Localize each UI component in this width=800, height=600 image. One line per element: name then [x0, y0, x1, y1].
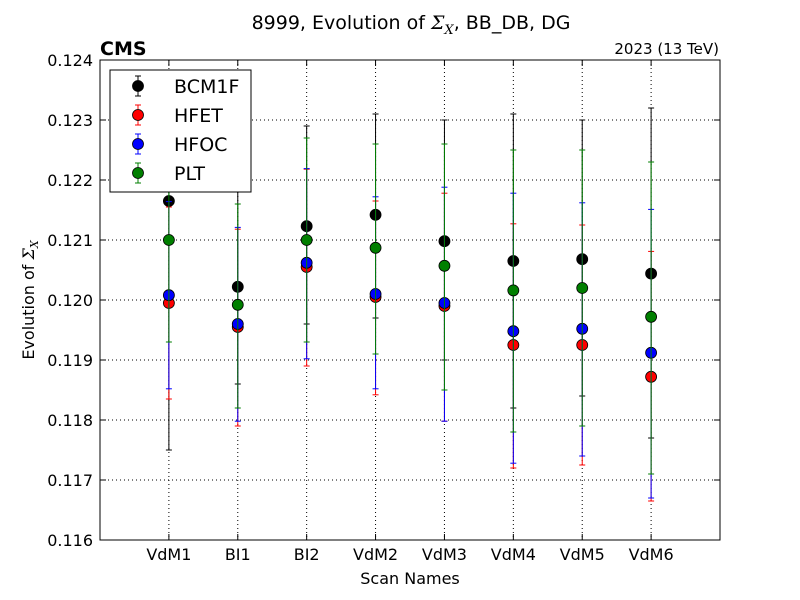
legend-marker	[132, 167, 144, 179]
energy-label: 2023 (13 TeV)	[614, 40, 719, 58]
y-axis-label-prefix: Evolution of	[19, 259, 38, 359]
data-point	[231, 298, 244, 311]
x-tick-label: VdM5	[560, 545, 605, 564]
chart-title: 8999, Evolution of ΣX, BB_DB, DG	[252, 12, 571, 38]
legend-marker	[132, 109, 144, 121]
data-point	[507, 284, 520, 297]
y-tick-label: 0.122	[47, 171, 93, 190]
legend-marker	[132, 80, 144, 92]
x-axis-label: Scan Names	[360, 569, 460, 588]
x-tick-label: VdM2	[353, 545, 398, 564]
y-tick-label: 0.123	[47, 111, 93, 130]
legend-entry-plt: PLT	[132, 162, 205, 185]
y-tick-label: 0.118	[47, 411, 93, 430]
chart-title-symbol: Σ	[430, 12, 445, 34]
y-tick-label: 0.120	[47, 291, 93, 310]
data-point	[438, 259, 451, 272]
y-axis-label-subscript: X	[28, 239, 41, 249]
legend-entry-hfet: HFET	[132, 104, 223, 127]
legend: BCM1F HFET HFOC PLT	[109, 69, 252, 193]
y-axis-label-symbol: Σ	[19, 247, 38, 260]
y-tick-label: 0.117	[47, 471, 93, 490]
chart-title-suffix: , BB_DB, DG	[454, 12, 571, 34]
data-point	[300, 234, 313, 246]
experiment-label: CMS	[100, 38, 147, 60]
legend-label: BCM1F	[174, 76, 239, 98]
x-tick-label: VdM6	[629, 545, 674, 564]
legend-label: HFOC	[174, 134, 227, 156]
legend-label: HFET	[174, 105, 223, 127]
x-tick-label: VdM1	[146, 545, 191, 564]
y-axis-label: Evolution of ΣX	[19, 239, 41, 360]
x-tick-label: BI1	[225, 545, 251, 564]
x-axis-ticks: VdM1 BI1 BI2 VdM2 VdM3 VdM4 VdM5 VdM6	[146, 60, 674, 564]
legend-entry-bcm1f: BCM1F	[132, 75, 239, 98]
legend-entry-hfoc: HFOC	[132, 133, 227, 156]
legend-label: PLT	[174, 163, 205, 185]
legend-marker	[132, 138, 144, 150]
data-point	[162, 234, 175, 246]
y-tick-label: 0.121	[47, 231, 93, 250]
series-plt	[162, 137, 658, 475]
data-point	[369, 241, 382, 254]
x-tick-label: BI2	[294, 545, 320, 564]
plot-frame	[99, 59, 721, 541]
data-point	[645, 310, 658, 323]
chart-title-prefix: 8999, Evolution of	[252, 12, 431, 34]
y-tick-label: 0.116	[47, 531, 93, 550]
y-axis-ticks: 0.116 0.117 0.118 0.119 0.120 0.121 0.122 0.123…	[47, 51, 720, 550]
data-series	[162, 107, 658, 502]
x-tick-label: VdM3	[422, 545, 467, 564]
y-tick-label: 0.119	[47, 351, 93, 370]
x-tick-label: VdM4	[491, 545, 536, 564]
data-point	[576, 282, 589, 294]
chart-title-subscript: X	[443, 23, 454, 38]
y-tick-label: 0.124	[47, 51, 93, 70]
